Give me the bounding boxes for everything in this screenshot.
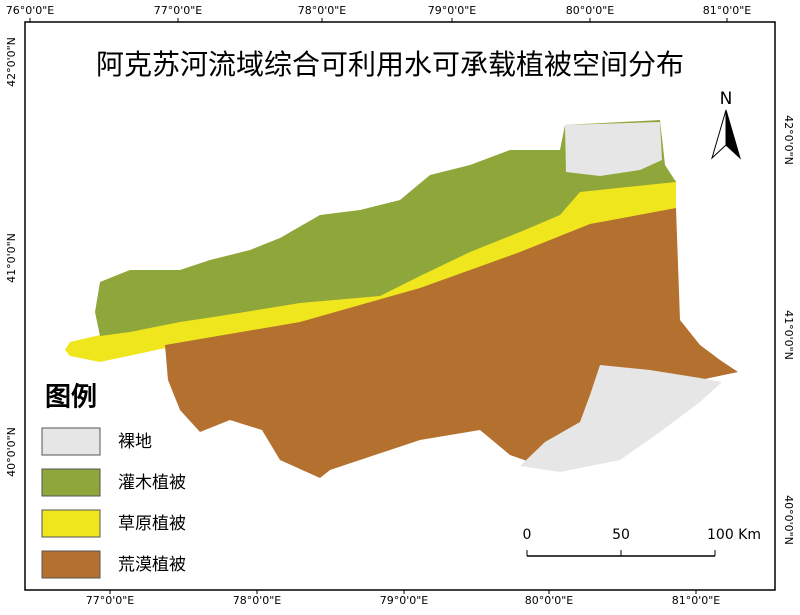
scale-label: 0 — [523, 527, 532, 543]
legend-title: 图例 — [45, 383, 97, 413]
scale-label: 50 — [612, 527, 630, 543]
scale-bar — [526, 550, 716, 557]
top-tick-label: 78°0'0"E — [298, 4, 347, 17]
left-tick-label: 41°0'0"N — [5, 233, 18, 283]
legend-swatch — [41, 427, 101, 456]
bottom-tick-label: 80°0'0"E — [525, 594, 574, 607]
legend-swatch — [41, 509, 101, 538]
regions — [65, 120, 738, 478]
land-cover-region — [65, 180, 676, 362]
legend-label: 裸地 — [118, 432, 152, 452]
legend-label: 灌木植被 — [118, 473, 186, 493]
scale-label: 100 Km — [707, 527, 761, 543]
right-tick-label: 41°0'0"N — [782, 310, 795, 360]
legend-swatch — [41, 550, 101, 579]
bottom-tick-label: 81°0'0"E — [672, 594, 721, 607]
legend-label: 荒漠植被 — [118, 555, 186, 575]
land-cover-region — [520, 365, 722, 472]
map-title: 阿克苏河流域综合可利用水可承载植被空间分布 — [96, 48, 684, 81]
right-tick-label: 40°0'0"N — [782, 495, 795, 545]
left-tick-label: 42°0'0"N — [5, 37, 18, 87]
top-tick-label: 76°0'0"E — [6, 4, 55, 17]
land-cover-region — [165, 208, 738, 478]
land-cover-region — [565, 122, 662, 176]
top-tick-label: 80°0'0"E — [566, 4, 615, 17]
bottom-tick-label: 79°0'0"E — [380, 594, 429, 607]
top-tick-label: 81°0'0"E — [703, 4, 752, 17]
top-tick-label: 79°0'0"E — [428, 4, 477, 17]
north-arrow: N — [711, 89, 741, 160]
land-cover-region — [95, 120, 676, 336]
legend-swatch — [41, 468, 101, 497]
bottom-tick-label: 78°0'0"E — [233, 594, 282, 607]
bottom-tick-label: 77°0'0"E — [86, 594, 135, 607]
top-tick-label: 77°0'0"E — [154, 4, 203, 17]
north-label: N — [720, 89, 733, 109]
left-tick-label: 40°0'0"N — [5, 427, 18, 477]
right-tick-label: 42°0'0"N — [782, 115, 795, 165]
legend-label: 草原植被 — [118, 514, 186, 534]
north-arrow-right — [725, 109, 741, 160]
